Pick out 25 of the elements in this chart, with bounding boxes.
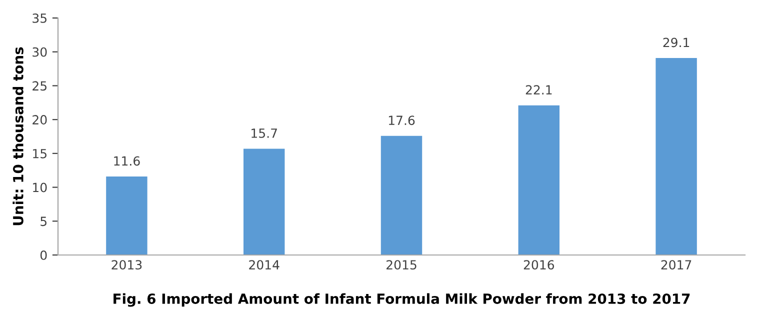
data-label: 15.7 — [252, 128, 277, 138]
bar — [518, 105, 560, 255]
y-tick-label: 20 — [32, 115, 47, 124]
y-tick-label: 25 — [32, 81, 46, 91]
y-tick-label: 30 — [32, 47, 47, 57]
y-tick-label: 5 — [40, 216, 46, 226]
bar — [106, 176, 148, 255]
x-tick-label: 2017 — [661, 260, 692, 270]
x-tick-label: 2013 — [112, 260, 142, 270]
y-tick-label: 35 — [32, 13, 46, 23]
x-tick-label: 2015 — [386, 260, 416, 270]
bar — [656, 58, 697, 255]
y-tick-label: 10 — [33, 182, 47, 192]
x-tick-label: 2014 — [249, 260, 280, 270]
data-label: 11.6 — [114, 156, 140, 166]
x-tick-label: 2016 — [524, 260, 554, 270]
text: Fig. 6 Imported Amount of Infant Formula Milk Powder from 2013 to 2017 — [114, 293, 690, 307]
bar — [243, 148, 285, 255]
y-tick-label: 15 — [33, 149, 46, 158]
data-label: 22.1 — [526, 85, 552, 94]
y-axis-title: Unit: 10 thousand tons — [12, 47, 24, 226]
data-label: 29.1 — [663, 38, 690, 48]
bar — [380, 136, 422, 255]
y-tick-label: 0 — [40, 250, 47, 260]
data-label: 17.6 — [388, 116, 415, 126]
